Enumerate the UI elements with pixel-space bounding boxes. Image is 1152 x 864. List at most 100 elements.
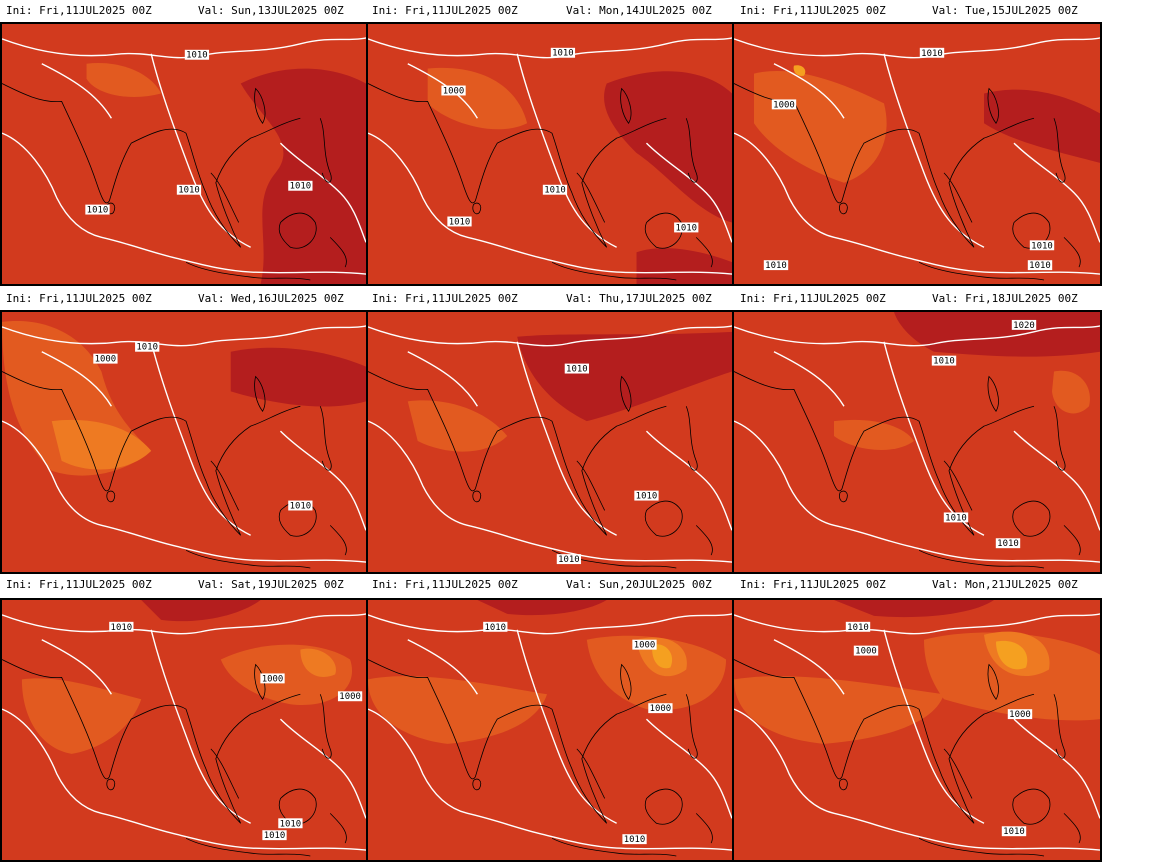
pressure-shading bbox=[517, 331, 732, 422]
isobar-contour bbox=[368, 613, 732, 635]
pressure-shading bbox=[1052, 370, 1090, 414]
coastline bbox=[106, 778, 116, 791]
panel-3-val: Val: Tue,15JUL2025 00Z bbox=[932, 4, 1078, 17]
coastline bbox=[918, 261, 1045, 281]
pressure-shading bbox=[924, 632, 1100, 721]
isobar-label: 1000 bbox=[771, 99, 797, 110]
panel-8-val: Val: Sun,20JUL2025 00Z bbox=[566, 578, 712, 591]
pressure-shading bbox=[51, 419, 152, 470]
isobar-contour bbox=[368, 708, 732, 851]
isobar-label: 1000 bbox=[337, 691, 363, 702]
isobar-label: 1010 bbox=[995, 538, 1021, 549]
map-panel-1: 1010 1010 1010 1010 bbox=[0, 22, 368, 286]
coastline bbox=[576, 748, 606, 799]
coastline bbox=[2, 83, 301, 248]
coastline bbox=[918, 549, 1045, 569]
coastline bbox=[329, 813, 347, 844]
isobar-contour bbox=[773, 639, 845, 695]
isobar-contour bbox=[734, 420, 1100, 563]
isobar-label: 1010 bbox=[564, 363, 589, 375]
isobar-label: 1000 bbox=[853, 645, 879, 657]
isobar-label: 1010 bbox=[943, 512, 969, 523]
coastline bbox=[943, 172, 973, 223]
map-panel-4: 1010 1000 1010 bbox=[0, 310, 368, 574]
map-svg: 1010 1000 1000 1010 1010 bbox=[2, 600, 366, 860]
pressure-shading bbox=[300, 648, 336, 677]
isobar-contour bbox=[2, 708, 366, 851]
map-panel-7: 1010 1000 1000 1010 1010 bbox=[0, 598, 368, 862]
pressure-shading bbox=[793, 65, 806, 76]
isobar-label: 1010 bbox=[288, 180, 313, 192]
map-svg: 1010 1000 1010 bbox=[2, 312, 366, 572]
coastline bbox=[734, 659, 1035, 824]
svg-text:1000: 1000 bbox=[773, 100, 795, 110]
coastline bbox=[839, 778, 848, 791]
coastline bbox=[185, 837, 311, 857]
map-svg: 1010 1000 1000 1010 bbox=[368, 600, 732, 860]
isobar-label: 1010 bbox=[542, 184, 568, 196]
coastline bbox=[943, 748, 973, 799]
isobar-label: 1020 bbox=[1011, 319, 1037, 331]
svg-text:1010: 1010 bbox=[933, 357, 955, 367]
svg-text:1010: 1010 bbox=[178, 186, 200, 196]
isobar-label: 1010 bbox=[634, 490, 659, 502]
coastline bbox=[620, 663, 632, 700]
svg-text:1000: 1000 bbox=[95, 355, 117, 365]
isobar-contour bbox=[645, 718, 732, 819]
coastline bbox=[685, 118, 698, 183]
panel-1-val: Val: Sun,13JUL2025 00Z bbox=[198, 4, 344, 17]
map-panel-3: 1010 1000 1010 1010 1010 bbox=[732, 22, 1102, 286]
svg-text:1010: 1010 bbox=[1029, 261, 1051, 271]
coastline bbox=[319, 694, 332, 759]
pressure-shading bbox=[477, 600, 607, 616]
pressure-shading bbox=[652, 644, 673, 669]
coastline bbox=[839, 202, 848, 215]
isobar-label: 1010 bbox=[278, 818, 303, 829]
svg-text:1000: 1000 bbox=[634, 641, 656, 651]
map-svg: 1010 1010 1010 1010 bbox=[2, 24, 366, 284]
panel-1-ini: Ini: Fri,11JUL2025 00Z bbox=[6, 4, 152, 17]
isobar-label: 1000 bbox=[441, 85, 466, 96]
coastline bbox=[185, 549, 311, 569]
panel-6-ini: Ini: Fri,11JUL2025 00Z bbox=[740, 292, 886, 305]
coastline bbox=[734, 371, 1035, 536]
coastline bbox=[278, 212, 317, 249]
coastline bbox=[319, 406, 332, 471]
map-panel-6: 1020 1010 1010 1010 bbox=[732, 310, 1102, 574]
isobar-label: 1010 bbox=[556, 554, 582, 565]
isobar-contour bbox=[1013, 430, 1100, 531]
map-svg: 1020 1010 1010 1010 bbox=[734, 312, 1100, 572]
coastline bbox=[695, 237, 713, 268]
isobar-contour bbox=[734, 325, 1100, 347]
isobar-label: 1010 bbox=[1029, 240, 1055, 251]
coastline bbox=[472, 202, 482, 215]
svg-text:1010: 1010 bbox=[111, 623, 133, 633]
coastline bbox=[1053, 406, 1066, 471]
pressure-shading bbox=[21, 678, 142, 754]
panel-9-ini: Ini: Fri,11JUL2025 00Z bbox=[740, 578, 886, 591]
coastline bbox=[210, 748, 240, 799]
coastline bbox=[472, 490, 482, 503]
isobar-label: 1010 bbox=[176, 184, 202, 196]
coastline bbox=[987, 663, 999, 700]
coastline bbox=[368, 659, 667, 824]
isobar-contour bbox=[279, 430, 366, 531]
panel-7-val: Val: Sat,19JUL2025 00Z bbox=[198, 578, 344, 591]
svg-text:1010: 1010 bbox=[558, 555, 580, 565]
coastline bbox=[644, 500, 683, 537]
coastline bbox=[1063, 525, 1081, 556]
svg-text:1010: 1010 bbox=[485, 623, 507, 633]
coastline bbox=[644, 788, 683, 825]
isobar-contour bbox=[41, 63, 112, 119]
coastline bbox=[685, 694, 698, 759]
coastline bbox=[254, 87, 266, 124]
isobar-label: 1010 bbox=[447, 216, 472, 227]
panel-6-val: Val: Fri,18JUL2025 00Z bbox=[932, 292, 1078, 305]
panel-8-ini: Ini: Fri,11JUL2025 00Z bbox=[372, 578, 518, 591]
coastline bbox=[106, 490, 116, 503]
svg-text:1010: 1010 bbox=[186, 51, 208, 61]
pressure-shading bbox=[894, 312, 1100, 357]
coastline bbox=[987, 375, 999, 412]
isobar-label: 1010 bbox=[288, 500, 313, 511]
pressure-shading bbox=[230, 347, 366, 407]
